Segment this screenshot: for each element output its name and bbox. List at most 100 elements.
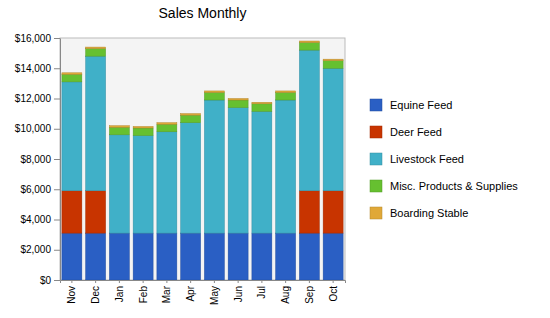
- tick-mark: [190, 280, 191, 283]
- bar: [276, 91, 296, 93]
- bar: [204, 100, 224, 233]
- tick-mark: [119, 280, 120, 283]
- bar: [323, 61, 343, 69]
- tick-mark: [54, 38, 60, 39]
- tick-label: Nov: [66, 286, 77, 304]
- bar: [228, 99, 248, 101]
- bar: [323, 59, 343, 61]
- tick: Jun: [233, 280, 244, 302]
- bar: [276, 92, 296, 100]
- bar: [204, 91, 224, 93]
- bar: [86, 56, 106, 191]
- tick-label: $10,000: [15, 123, 52, 134]
- tick-mark: [333, 280, 334, 283]
- axis-line: [61, 281, 346, 284]
- bar: [323, 191, 343, 233]
- tick: May: [209, 280, 220, 305]
- legend-swatch: [370, 180, 382, 192]
- legend-label: Equine Feed: [390, 99, 452, 111]
- tick: Jul: [256, 280, 267, 299]
- tick-mark: [54, 250, 60, 251]
- tick-label: Mar: [161, 285, 172, 303]
- chart: $0 $2,000 $4,000 $6,000 $8,000 $10,000 $12,000…: [0, 0, 550, 318]
- bar: [133, 128, 153, 136]
- tick-label: $4,000: [20, 214, 51, 225]
- tick-mark: [166, 280, 167, 283]
- tick-mark: [54, 280, 60, 281]
- bar: [133, 136, 153, 234]
- bar: [86, 233, 106, 280]
- tick: Aug: [280, 280, 291, 304]
- bar: [181, 114, 201, 116]
- bar: [181, 115, 201, 123]
- tick: Jan: [114, 280, 125, 302]
- tick-label: Jan: [114, 286, 125, 302]
- tick: Sep: [304, 280, 315, 304]
- series: [62, 50, 343, 233]
- tick-mark: [143, 280, 144, 283]
- bar: [62, 74, 82, 82]
- tick: $2,000: [20, 244, 60, 255]
- bar: [62, 233, 82, 280]
- tick: $8,000: [20, 154, 60, 165]
- tick: $4,000: [20, 214, 60, 225]
- bar: [133, 233, 153, 280]
- tick-mark: [54, 189, 60, 190]
- legend-label: Deer Feed: [390, 126, 442, 138]
- bar: [276, 100, 296, 233]
- legend-swatch: [370, 207, 382, 219]
- bar: [252, 111, 272, 233]
- bar: [109, 233, 129, 280]
- tick: Nov: [66, 280, 77, 304]
- tick: $14,000: [15, 63, 60, 74]
- legend-swatch: [370, 126, 382, 138]
- bar: [109, 135, 129, 233]
- tick: Apr: [185, 280, 196, 302]
- bar: [157, 132, 177, 233]
- bar: [86, 49, 106, 57]
- series: [62, 191, 343, 233]
- legend-label: Misc. Products & Supplies: [390, 180, 518, 192]
- y-axis: $0 $2,000 $4,000 $6,000 $8,000 $10,000 $12,000…: [15, 33, 61, 286]
- tick-label: $16,000: [15, 33, 52, 44]
- tick-mark: [309, 280, 310, 283]
- tick-mark: [214, 280, 215, 283]
- tick-label: Apr: [185, 285, 196, 301]
- bar: [299, 43, 319, 51]
- bar: [299, 41, 319, 43]
- bar: [157, 124, 177, 132]
- tick-label: Jul: [256, 286, 267, 299]
- tick: $12,000: [15, 93, 60, 104]
- bar: [109, 127, 129, 135]
- bar: [276, 233, 296, 280]
- tick-label: $12,000: [15, 93, 52, 104]
- tick: Feb: [138, 280, 149, 303]
- bar: [299, 233, 319, 280]
- tick-mark: [261, 280, 262, 283]
- bar: [299, 191, 319, 233]
- tick-mark: [54, 99, 60, 100]
- series: [62, 41, 343, 128]
- tick-label: Dec: [90, 286, 101, 304]
- tick: $10,000: [15, 123, 60, 134]
- bar: [323, 233, 343, 280]
- tick-label: $14,000: [15, 63, 52, 74]
- tick: Mar: [161, 280, 172, 303]
- tick-mark: [71, 280, 72, 283]
- legend: Equine FeedDeer FeedLivestock FeedMisc. …: [370, 99, 518, 219]
- tick-mark: [54, 68, 60, 69]
- bar: [62, 82, 82, 191]
- tick-mark: [54, 159, 60, 160]
- bar: [204, 92, 224, 100]
- bar: [62, 191, 82, 233]
- tick-label: Aug: [280, 286, 291, 304]
- axis-line: [60, 39, 61, 281]
- tick-label: Jun: [233, 286, 244, 302]
- tick: $6,000: [20, 184, 60, 195]
- x-axis: Nov Dec Jan Feb Mar Apr May Jun Jul Aug Sep Oct: [61, 280, 346, 305]
- tick-label: $0: [40, 275, 52, 286]
- tick: Oct: [328, 280, 339, 302]
- bar: [181, 233, 201, 280]
- bars: [62, 41, 343, 280]
- tick-mark: [238, 280, 239, 283]
